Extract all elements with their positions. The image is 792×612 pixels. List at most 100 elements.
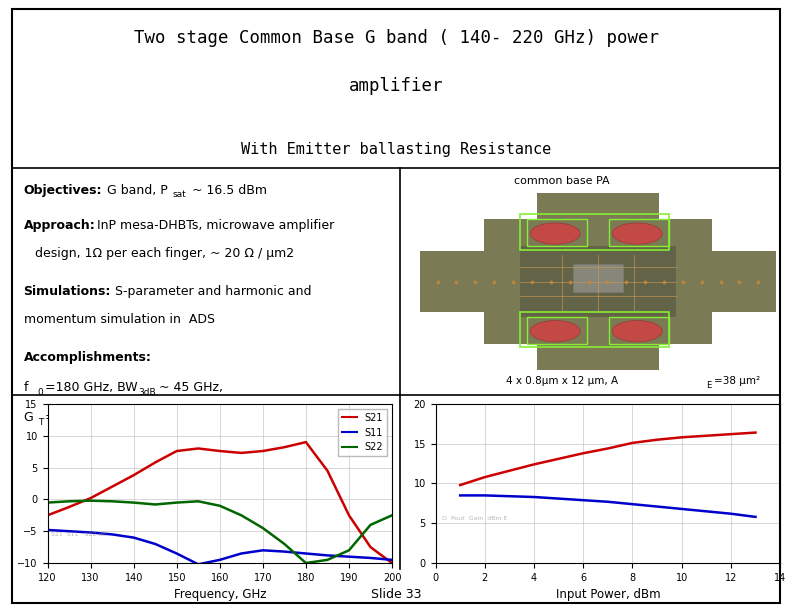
S22 bbox=[43, 499, 52, 506]
S22 bbox=[280, 540, 289, 548]
Text: G band, P: G band, P bbox=[103, 184, 168, 197]
X-axis label: Frequency, GHz: Frequency, GHz bbox=[173, 588, 266, 602]
S11 bbox=[129, 534, 139, 541]
Ellipse shape bbox=[612, 223, 662, 244]
Bar bbox=[609, 317, 669, 344]
Text: Approach:: Approach: bbox=[24, 219, 95, 232]
S11 bbox=[108, 531, 117, 538]
S22 bbox=[108, 498, 117, 505]
Text: ~ 16.5 dBm: ~ 16.5 dBm bbox=[188, 184, 268, 197]
S22 bbox=[301, 559, 310, 567]
Text: amplifier: amplifier bbox=[348, 76, 444, 95]
Text: Objectives:: Objectives: bbox=[24, 184, 102, 197]
Text: 4 x 0.8μm x 12 μm, A: 4 x 0.8μm x 12 μm, A bbox=[506, 376, 619, 386]
S11 bbox=[258, 547, 268, 554]
Text: momentum simulation in  ADS: momentum simulation in ADS bbox=[24, 313, 215, 326]
Text: =38 μm²: =38 μm² bbox=[714, 376, 760, 386]
Text: S21  S11   S22 dB: S21 S11 S22 dB bbox=[51, 532, 106, 537]
Text: G: G bbox=[24, 411, 33, 424]
S11 bbox=[215, 556, 225, 564]
Bar bbox=[573, 278, 623, 292]
Bar bbox=[520, 246, 676, 317]
Text: Two stage Common Base G band ( 140- 220 GHz) power: Two stage Common Base G band ( 140- 220 … bbox=[134, 29, 658, 47]
Text: T: T bbox=[38, 417, 44, 427]
S22 bbox=[237, 512, 246, 519]
S21 bbox=[322, 467, 332, 474]
Legend: S21, S11, S22: S21, S11, S22 bbox=[338, 409, 387, 457]
Text: ~ 16.5 dBm.: ~ 16.5 dBm. bbox=[123, 411, 205, 424]
S22 bbox=[193, 498, 203, 505]
S11 bbox=[237, 550, 246, 557]
S21 bbox=[64, 503, 74, 510]
S11 bbox=[280, 548, 289, 555]
S11 bbox=[86, 529, 95, 536]
S21 bbox=[387, 559, 397, 567]
Text: sat: sat bbox=[173, 190, 187, 199]
Text: Accomplishments:: Accomplishments: bbox=[24, 351, 151, 364]
S11 bbox=[172, 550, 181, 557]
Line: S22: S22 bbox=[48, 501, 392, 563]
S11 bbox=[366, 554, 375, 562]
Ellipse shape bbox=[531, 321, 580, 342]
S22 bbox=[86, 497, 95, 504]
S22 bbox=[366, 521, 375, 529]
Bar bbox=[527, 219, 588, 246]
Bar bbox=[484, 220, 712, 344]
S21 bbox=[172, 447, 181, 455]
Text: InP mesa-DHBTs, microwave amplifier: InP mesa-DHBTs, microwave amplifier bbox=[93, 219, 335, 232]
Text: =180 GHz, BW: =180 GHz, BW bbox=[45, 381, 138, 394]
S11 bbox=[345, 553, 354, 561]
Text: sat: sat bbox=[107, 417, 120, 427]
S21 bbox=[43, 512, 52, 519]
S22 bbox=[150, 501, 160, 508]
Text: S-parameter and harmonic and: S-parameter and harmonic and bbox=[111, 285, 311, 298]
Ellipse shape bbox=[531, 223, 580, 244]
Text: 0: 0 bbox=[37, 388, 43, 397]
Text: common base PA: common base PA bbox=[514, 176, 610, 186]
S11 bbox=[150, 540, 160, 548]
Text: f: f bbox=[24, 381, 28, 394]
Text: ~ 45 GHz,: ~ 45 GHz, bbox=[159, 381, 223, 394]
Bar bbox=[420, 252, 484, 312]
S21 bbox=[237, 449, 246, 457]
Text: 3dB: 3dB bbox=[138, 388, 156, 397]
S11 bbox=[301, 550, 310, 557]
S22 bbox=[322, 556, 332, 564]
Text: design, 1Ω per each finger, ~ 20 Ω / μm2: design, 1Ω per each finger, ~ 20 Ω / μm2 bbox=[32, 247, 295, 259]
S21 bbox=[150, 459, 160, 466]
Bar bbox=[538, 193, 659, 220]
X-axis label: Input Power, dBm: Input Power, dBm bbox=[555, 588, 661, 602]
S21 bbox=[280, 444, 289, 451]
Bar bbox=[527, 317, 588, 344]
S11 bbox=[322, 552, 332, 559]
Bar bbox=[573, 264, 623, 278]
S11 bbox=[43, 526, 52, 534]
S11 bbox=[64, 528, 74, 535]
S11 bbox=[387, 556, 397, 564]
S22 bbox=[215, 502, 225, 509]
Bar bbox=[538, 344, 659, 370]
Ellipse shape bbox=[612, 321, 662, 342]
Text: O  Pout  Gain  dBm E: O Pout Gain dBm E bbox=[443, 516, 508, 521]
Bar bbox=[712, 252, 776, 312]
S21 bbox=[345, 512, 354, 519]
Text: Simulations:: Simulations: bbox=[24, 285, 111, 298]
Line: S11: S11 bbox=[48, 530, 392, 564]
S21 bbox=[301, 438, 310, 446]
S21 bbox=[258, 447, 268, 455]
S22 bbox=[64, 498, 74, 505]
S21 bbox=[129, 471, 139, 479]
Line: S21: S21 bbox=[48, 442, 392, 563]
Bar bbox=[609, 219, 669, 246]
Bar bbox=[520, 214, 669, 250]
S21 bbox=[366, 543, 375, 551]
Text: Slide 33: Slide 33 bbox=[371, 588, 421, 602]
S21 bbox=[215, 447, 225, 455]
S21 bbox=[86, 494, 95, 502]
S22 bbox=[172, 499, 181, 506]
S22 bbox=[345, 547, 354, 554]
S22 bbox=[387, 512, 397, 519]
Bar bbox=[520, 312, 669, 347]
Text: =8 dB, P: =8 dB, P bbox=[45, 411, 100, 424]
S21 bbox=[193, 445, 203, 452]
